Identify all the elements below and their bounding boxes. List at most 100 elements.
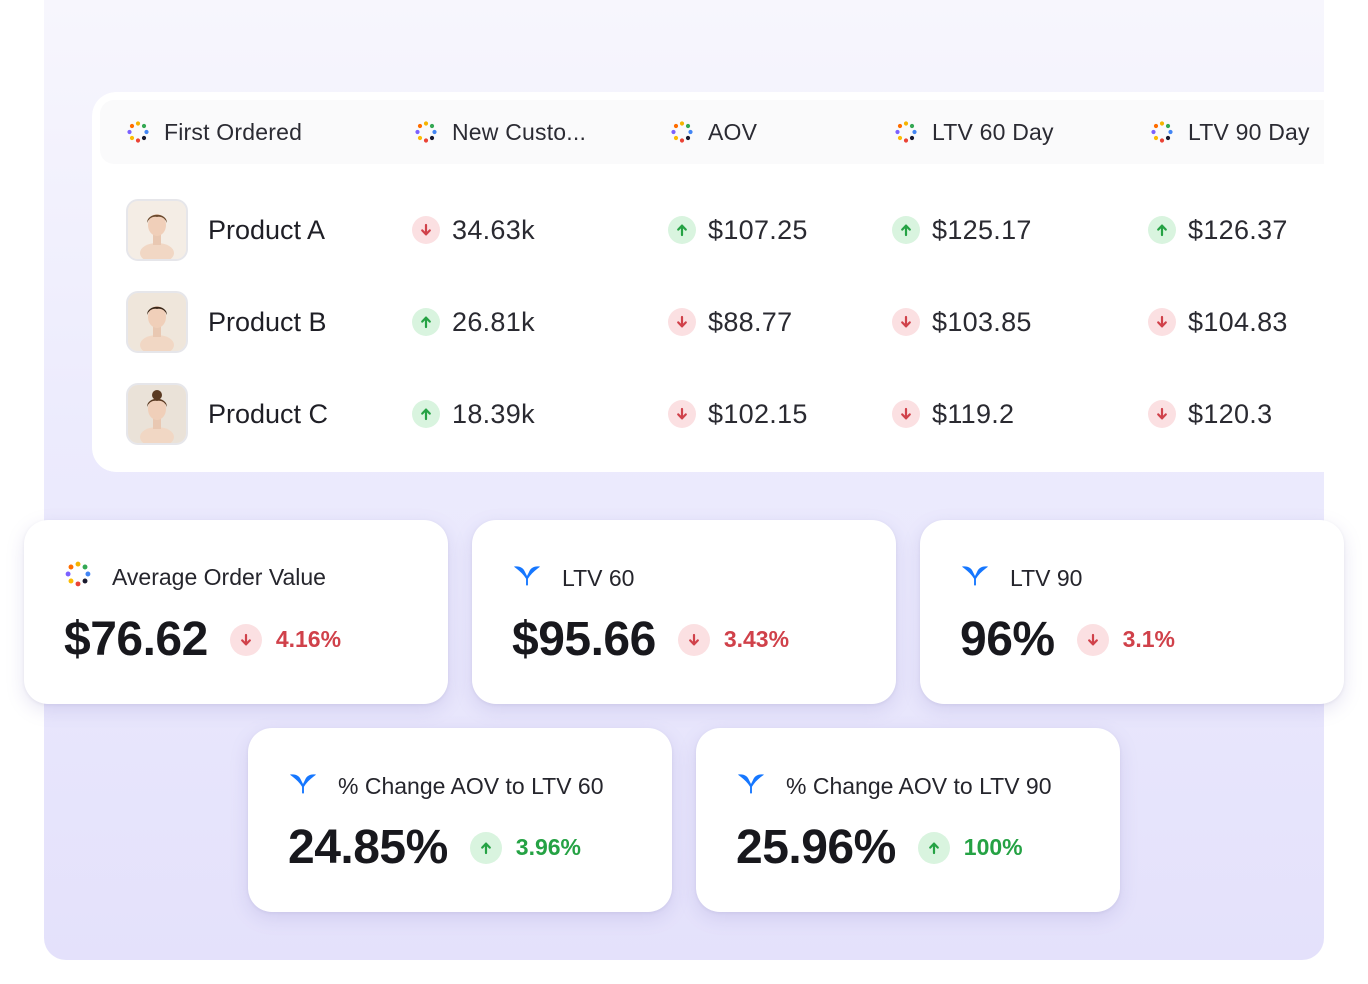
product-cell[interactable]: Product C — [126, 368, 328, 460]
metric-cell-aov: $102.15 — [668, 368, 808, 460]
brand-logo-icon — [960, 560, 990, 596]
card-value: 24.85% — [288, 821, 448, 874]
arrow-up-icon — [917, 831, 950, 864]
arrow-up-icon — [469, 831, 502, 864]
card-delta: 3.1% — [1076, 623, 1176, 656]
metric-value: 26.81k — [452, 306, 535, 337]
metric-cell-ltv60: $103.85 — [892, 276, 1032, 368]
product-thumbnail — [126, 199, 188, 261]
card-title: Average Order Value — [112, 563, 326, 590]
metric-value: $104.83 — [1188, 306, 1288, 337]
column-header-aov[interactable]: AOV — [670, 100, 757, 164]
spinner-icon — [670, 120, 694, 144]
metric-card-aov[interactable]: Average Order Value $76.62 4.16% — [24, 520, 448, 704]
arrow-down-icon — [229, 623, 262, 656]
metric-cell-ltv60: $119.2 — [892, 368, 1014, 460]
card-delta: 3.43% — [677, 623, 790, 656]
card-delta: 4.16% — [229, 623, 342, 656]
metric-card-ltv-90[interactable]: LTV 90 96% 3.1% — [920, 520, 1344, 704]
table-row[interactable]: Product C 18.39k $102.15 $119.2 $120.3 — [92, 368, 1324, 460]
metric-cell-ltv90: $120.3 — [1148, 368, 1272, 460]
column-header-label: LTV 60 Day — [932, 118, 1054, 145]
arrow-up-icon — [1148, 216, 1176, 244]
product-name: Product B — [208, 306, 327, 337]
metric-value: $126.37 — [1188, 214, 1288, 245]
metric-cell-ltv90: $104.83 — [1148, 276, 1288, 368]
card-value-row: $76.62 4.16% — [64, 612, 341, 667]
spinner-icon — [414, 120, 438, 144]
product-thumbnail — [126, 291, 188, 353]
card-delta: 100% — [917, 831, 1023, 864]
arrow-down-icon — [1148, 400, 1176, 428]
metric-cell-ltv60: $125.17 — [892, 184, 1032, 276]
metric-card-change-aov-ltv-90[interactable]: % Change AOV to LTV 90 25.96% 100% — [696, 728, 1120, 912]
table-header: First Ordered New Custo... AOV LTV 60 Da… — [100, 100, 1324, 164]
arrow-down-icon — [892, 400, 920, 428]
column-header-label: First Ordered — [164, 118, 303, 145]
card-delta-value: 4.16% — [275, 626, 342, 652]
column-header-label: AOV — [708, 118, 758, 145]
card-header: % Change AOV to LTV 90 — [736, 768, 1052, 804]
metric-value: $102.15 — [708, 398, 808, 429]
column-header-ltv-90-day[interactable]: LTV 90 Day — [1150, 100, 1310, 164]
arrow-down-icon — [677, 623, 710, 656]
card-value: $76.62 — [64, 613, 208, 666]
spinner-icon — [126, 120, 150, 144]
card-value-row: 25.96% 100% — [736, 820, 1023, 875]
arrow-up-icon — [892, 216, 920, 244]
metric-value: 34.63k — [452, 214, 535, 245]
card-value-row: $95.66 3.43% — [512, 612, 789, 667]
column-header-first-ordered[interactable]: First Ordered — [126, 100, 302, 164]
metric-value: $88.77 — [708, 306, 793, 337]
product-thumbnail — [126, 383, 188, 445]
column-header-ltv-60-day[interactable]: LTV 60 Day — [894, 100, 1054, 164]
card-value-row: 24.85% 3.96% — [288, 820, 581, 875]
spinner-icon — [1150, 120, 1174, 144]
metric-cell-ltv90: $126.37 — [1148, 184, 1288, 276]
card-title: % Change AOV to LTV 60 — [338, 772, 604, 799]
card-title: % Change AOV to LTV 90 — [786, 772, 1052, 799]
arrow-up-icon — [412, 308, 440, 336]
brand-logo-icon — [736, 768, 766, 804]
metric-cell-new-customers: 18.39k — [412, 368, 535, 460]
arrow-down-icon — [1076, 623, 1109, 656]
arrow-down-icon — [668, 400, 696, 428]
metric-card-ltv-60[interactable]: LTV 60 $95.66 3.43% — [472, 520, 896, 704]
product-cell[interactable]: Product A — [126, 184, 325, 276]
column-header-label: New Custo... — [452, 118, 587, 145]
brand-logo-icon — [288, 768, 318, 804]
card-delta-value: 3.96% — [515, 834, 582, 860]
metric-value: $107.25 — [708, 214, 808, 245]
metric-cell-aov: $107.25 — [668, 184, 808, 276]
card-value: $95.66 — [512, 613, 656, 666]
metric-value: 18.39k — [452, 398, 535, 429]
metric-value: $103.85 — [932, 306, 1032, 337]
metric-value: $125.17 — [932, 214, 1032, 245]
card-delta-value: 3.1% — [1122, 626, 1176, 652]
column-header-new-customers[interactable]: New Custo... — [414, 100, 586, 164]
card-value-row: 96% 3.1% — [960, 612, 1175, 667]
card-header: LTV 60 — [512, 560, 634, 596]
metric-cell-new-customers: 34.63k — [412, 184, 535, 276]
arrow-down-icon — [668, 308, 696, 336]
card-header: LTV 90 — [960, 560, 1082, 596]
product-cell[interactable]: Product B — [126, 276, 327, 368]
card-delta: 3.96% — [469, 831, 582, 864]
spinner-icon — [894, 120, 918, 144]
card-title: LTV 60 — [562, 564, 635, 591]
card-value: 96% — [960, 613, 1055, 666]
metric-card-change-aov-ltv-60[interactable]: % Change AOV to LTV 60 24.85% 3.96% — [248, 728, 672, 912]
metric-cell-aov: $88.77 — [668, 276, 792, 368]
product-name: Product C — [208, 398, 329, 429]
table-row[interactable]: Product B 26.81k $88.77 $103.85 $104.83 — [92, 276, 1324, 368]
card-delta-value: 100% — [963, 834, 1023, 860]
arrow-up-icon — [412, 400, 440, 428]
metrics-table: First Ordered New Custo... AOV LTV 60 Da… — [92, 92, 1324, 472]
column-header-label: LTV 90 Day — [1188, 118, 1310, 145]
arrow-down-icon — [1148, 308, 1176, 336]
metric-value: $120.3 — [1188, 398, 1273, 429]
arrow-down-icon — [412, 216, 440, 244]
brand-logo-icon — [512, 560, 542, 596]
table-row[interactable]: Product A 34.63k $107.25 $125.17 $126.37 — [92, 184, 1324, 276]
card-delta-value: 3.43% — [723, 626, 790, 652]
